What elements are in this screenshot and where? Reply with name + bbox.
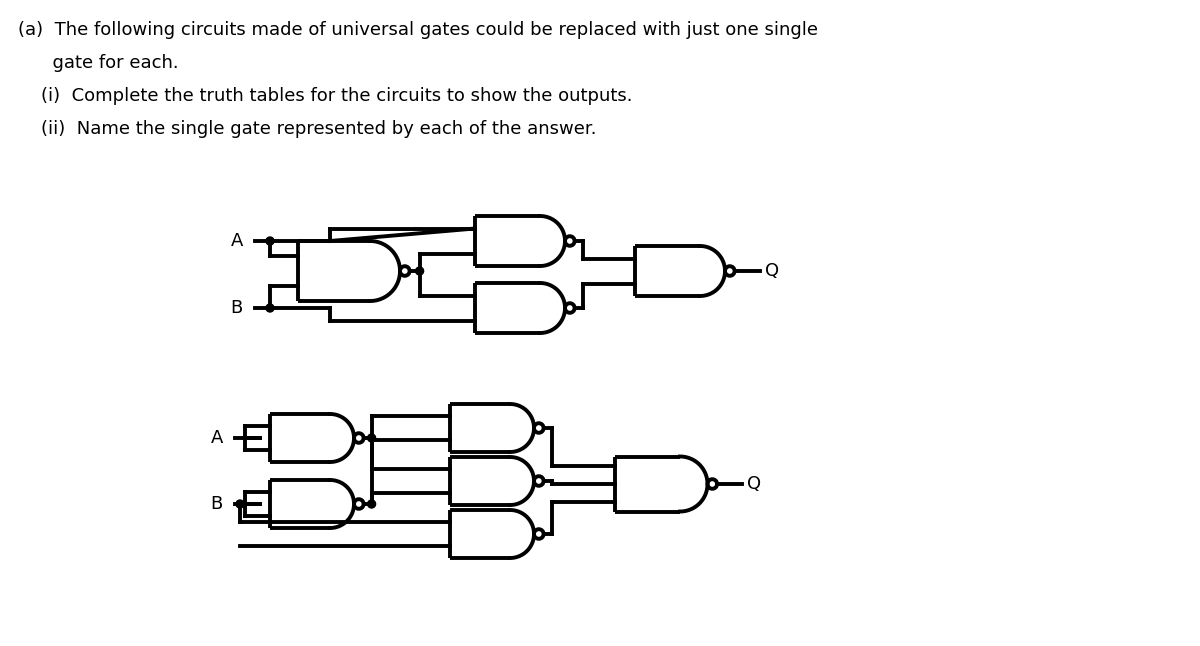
- Text: A: A: [230, 232, 242, 250]
- Circle shape: [367, 500, 376, 508]
- Text: (ii)  Name the single gate represented by each of the answer.: (ii) Name the single gate represented by…: [18, 120, 596, 138]
- Circle shape: [415, 267, 424, 275]
- Text: (a)  The following circuits made of universal gates could be replaced with just : (a) The following circuits made of unive…: [18, 21, 818, 39]
- Text: A: A: [211, 429, 223, 447]
- Text: (i)  Complete the truth tables for the circuits to show the outputs.: (i) Complete the truth tables for the ci…: [18, 87, 632, 105]
- Circle shape: [266, 304, 274, 312]
- Text: Q: Q: [764, 262, 779, 280]
- Text: Q: Q: [748, 475, 761, 493]
- Text: B: B: [211, 495, 223, 513]
- Text: B: B: [230, 299, 242, 317]
- Text: gate for each.: gate for each.: [18, 54, 179, 72]
- Circle shape: [236, 500, 244, 508]
- Circle shape: [266, 237, 274, 245]
- Circle shape: [367, 434, 376, 442]
